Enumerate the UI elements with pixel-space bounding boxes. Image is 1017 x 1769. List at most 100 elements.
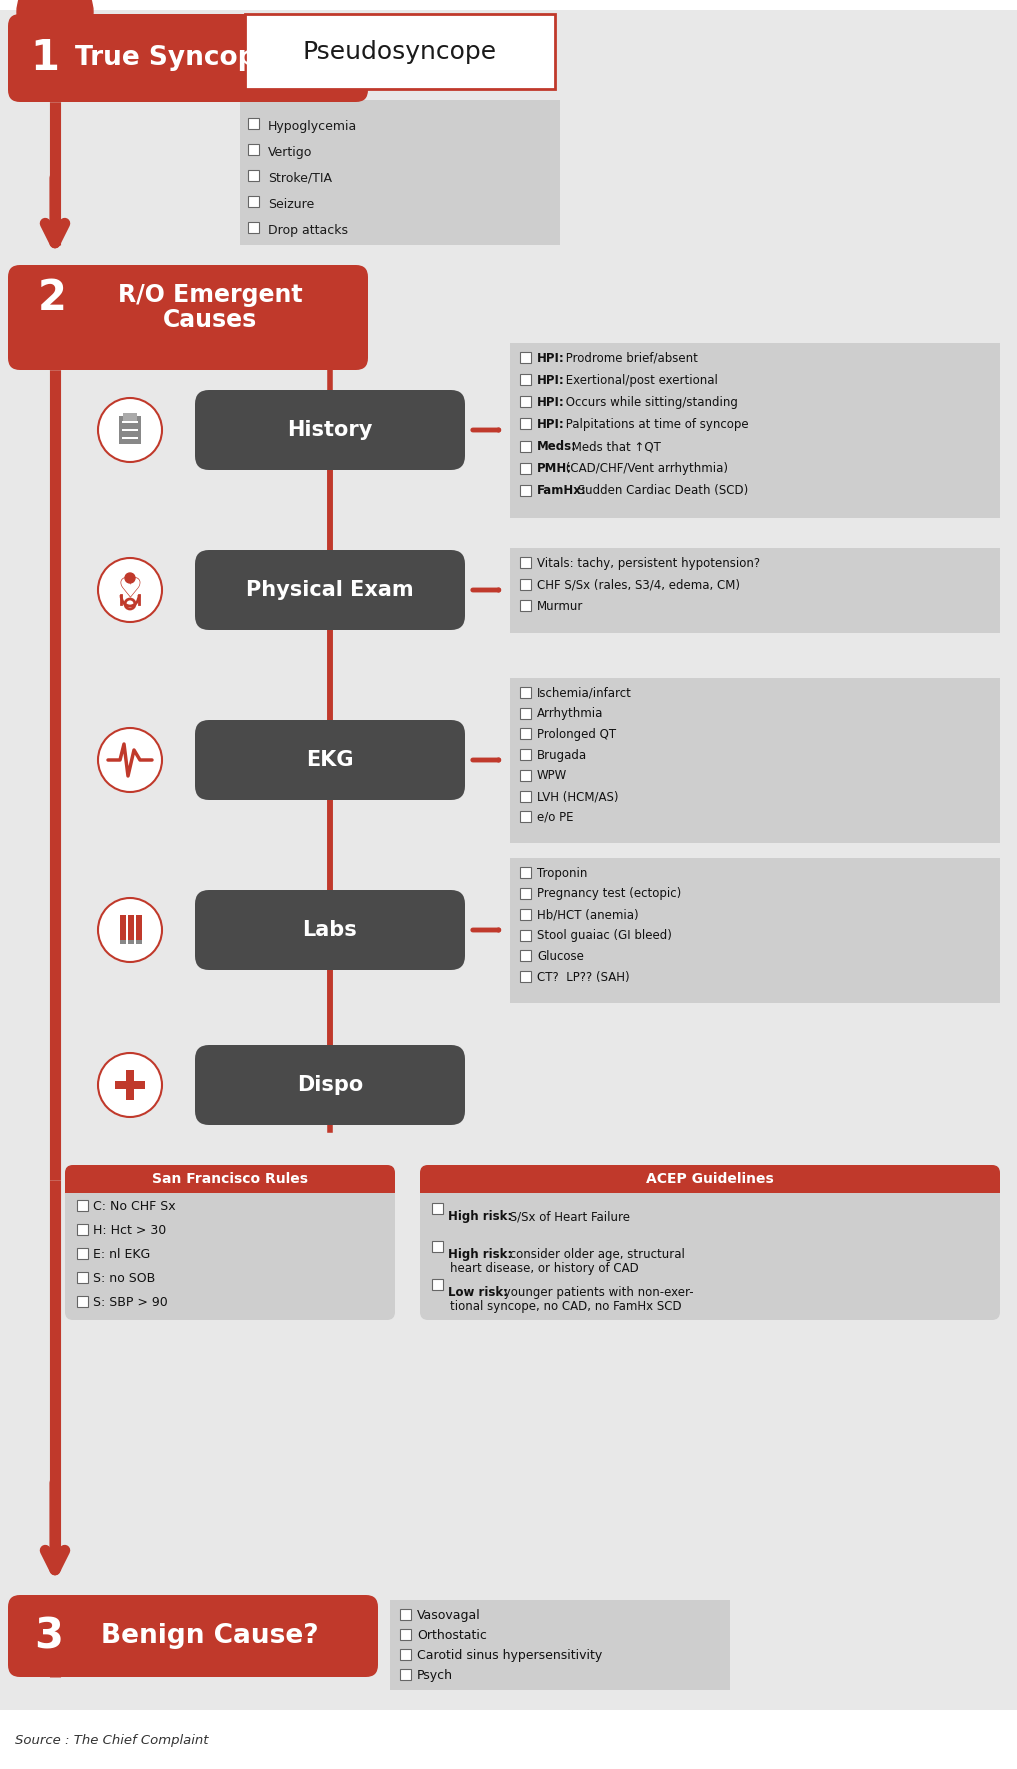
Bar bbox=[136, 915, 142, 939]
Text: Source : The Chief Complaint: Source : The Chief Complaint bbox=[15, 1734, 208, 1746]
Text: Meds:: Meds: bbox=[537, 440, 577, 453]
Bar bbox=[520, 600, 531, 612]
Text: 2: 2 bbox=[38, 278, 67, 318]
Bar bbox=[128, 939, 134, 945]
Text: San Francisco Rules: San Francisco Rules bbox=[152, 1173, 308, 1185]
Bar bbox=[520, 770, 531, 780]
Bar bbox=[248, 119, 259, 129]
Bar bbox=[77, 1224, 88, 1235]
Circle shape bbox=[98, 729, 162, 793]
Bar bbox=[520, 463, 531, 474]
Bar bbox=[120, 939, 126, 945]
Bar bbox=[0, 0, 1017, 9]
FancyBboxPatch shape bbox=[195, 720, 465, 800]
FancyBboxPatch shape bbox=[195, 389, 465, 471]
Bar bbox=[520, 812, 531, 823]
Text: Meds that ↑QT: Meds that ↑QT bbox=[569, 440, 661, 453]
Bar bbox=[520, 867, 531, 877]
Text: Brugada: Brugada bbox=[537, 748, 587, 762]
Text: Sudden Cardiac Death (SCD): Sudden Cardiac Death (SCD) bbox=[575, 485, 749, 497]
Text: e/o PE: e/o PE bbox=[537, 810, 574, 824]
Circle shape bbox=[98, 557, 162, 623]
Text: Prodrome brief/absent: Prodrome brief/absent bbox=[561, 352, 698, 364]
Text: Vasovagal: Vasovagal bbox=[417, 1608, 481, 1622]
Text: EKG: EKG bbox=[306, 750, 354, 770]
Text: Troponin: Troponin bbox=[537, 867, 588, 879]
Circle shape bbox=[17, 0, 93, 50]
Text: S: no SOB: S: no SOB bbox=[93, 1272, 156, 1284]
Text: Vertigo: Vertigo bbox=[268, 145, 312, 159]
Text: HPI:: HPI: bbox=[537, 373, 564, 387]
Bar bbox=[119, 416, 141, 444]
Text: Dispo: Dispo bbox=[297, 1076, 363, 1095]
Bar bbox=[520, 686, 531, 699]
Bar bbox=[248, 143, 259, 156]
Text: Murmur: Murmur bbox=[537, 600, 584, 612]
Bar bbox=[520, 748, 531, 761]
Bar bbox=[0, 0, 1017, 5]
Bar bbox=[520, 373, 531, 386]
Text: R/O Emergent: R/O Emergent bbox=[118, 283, 302, 308]
Text: Pregnancy test (ectopic): Pregnancy test (ectopic) bbox=[537, 888, 681, 900]
Text: HPI:: HPI: bbox=[537, 352, 564, 364]
Bar bbox=[520, 708, 531, 718]
FancyBboxPatch shape bbox=[65, 1166, 395, 1192]
Circle shape bbox=[98, 398, 162, 462]
Bar bbox=[520, 791, 531, 801]
Bar bbox=[520, 396, 531, 407]
Text: C: No CHF Sx: C: No CHF Sx bbox=[93, 1199, 176, 1212]
Text: Causes: Causes bbox=[163, 308, 257, 333]
Bar bbox=[390, 1599, 730, 1689]
Text: ♡: ♡ bbox=[118, 577, 142, 603]
Text: CT?  LP?? (SAH): CT? LP?? (SAH) bbox=[537, 971, 630, 984]
Text: heart disease, or history of CAD: heart disease, or history of CAD bbox=[450, 1261, 639, 1275]
Bar bbox=[115, 1081, 145, 1090]
Bar bbox=[0, 0, 1017, 195]
Bar bbox=[0, 200, 1017, 1571]
Bar bbox=[520, 440, 531, 451]
Text: FamHx:: FamHx: bbox=[537, 485, 587, 497]
Text: Prolonged QT: Prolonged QT bbox=[537, 727, 616, 741]
Bar bbox=[432, 1279, 443, 1290]
Text: tional syncope, no CAD, no FamHx SCD: tional syncope, no CAD, no FamHx SCD bbox=[450, 1300, 681, 1313]
Text: Glucose: Glucose bbox=[537, 950, 584, 962]
Text: CHF S/Sx (rales, S3/4, edema, CM): CHF S/Sx (rales, S3/4, edema, CM) bbox=[537, 578, 740, 591]
Bar bbox=[0, 1711, 1017, 1769]
Text: Drop attacks: Drop attacks bbox=[268, 223, 348, 237]
Text: Stool guaiac (GI bleed): Stool guaiac (GI bleed) bbox=[537, 929, 672, 943]
Circle shape bbox=[98, 1053, 162, 1116]
Bar bbox=[432, 1203, 443, 1214]
Bar bbox=[245, 14, 555, 88]
Text: Carotid sinus hypersensitivity: Carotid sinus hypersensitivity bbox=[417, 1649, 602, 1661]
Bar bbox=[400, 1629, 411, 1640]
FancyBboxPatch shape bbox=[8, 265, 368, 370]
Bar bbox=[510, 343, 1000, 518]
FancyBboxPatch shape bbox=[420, 1166, 1000, 1320]
Circle shape bbox=[125, 573, 135, 584]
Text: 3: 3 bbox=[34, 1615, 63, 1658]
FancyBboxPatch shape bbox=[195, 890, 465, 969]
Bar bbox=[65, 1178, 395, 1192]
Bar bbox=[400, 1668, 411, 1681]
Bar bbox=[400, 1610, 411, 1620]
Bar bbox=[400, 1649, 411, 1659]
FancyBboxPatch shape bbox=[65, 1166, 395, 1320]
Bar bbox=[120, 915, 126, 939]
Text: Benign Cause?: Benign Cause? bbox=[101, 1622, 318, 1649]
Text: Hb/HCT (anemia): Hb/HCT (anemia) bbox=[537, 907, 639, 922]
Bar bbox=[520, 729, 531, 739]
Bar bbox=[520, 888, 531, 899]
Bar bbox=[510, 678, 1000, 844]
FancyBboxPatch shape bbox=[420, 1166, 1000, 1192]
Bar bbox=[248, 221, 259, 234]
Text: Orthostatic: Orthostatic bbox=[417, 1629, 487, 1642]
Bar bbox=[520, 419, 531, 430]
Text: Vitals: tachy, persistent hypotension?: Vitals: tachy, persistent hypotension? bbox=[537, 557, 760, 570]
Bar bbox=[122, 430, 138, 432]
Text: Low risk:: Low risk: bbox=[448, 1286, 508, 1298]
Text: True Syncope?: True Syncope? bbox=[75, 44, 290, 71]
Bar bbox=[520, 485, 531, 495]
Text: Exertional/post exertional: Exertional/post exertional bbox=[561, 373, 718, 387]
Bar bbox=[520, 557, 531, 568]
Bar bbox=[122, 437, 138, 439]
